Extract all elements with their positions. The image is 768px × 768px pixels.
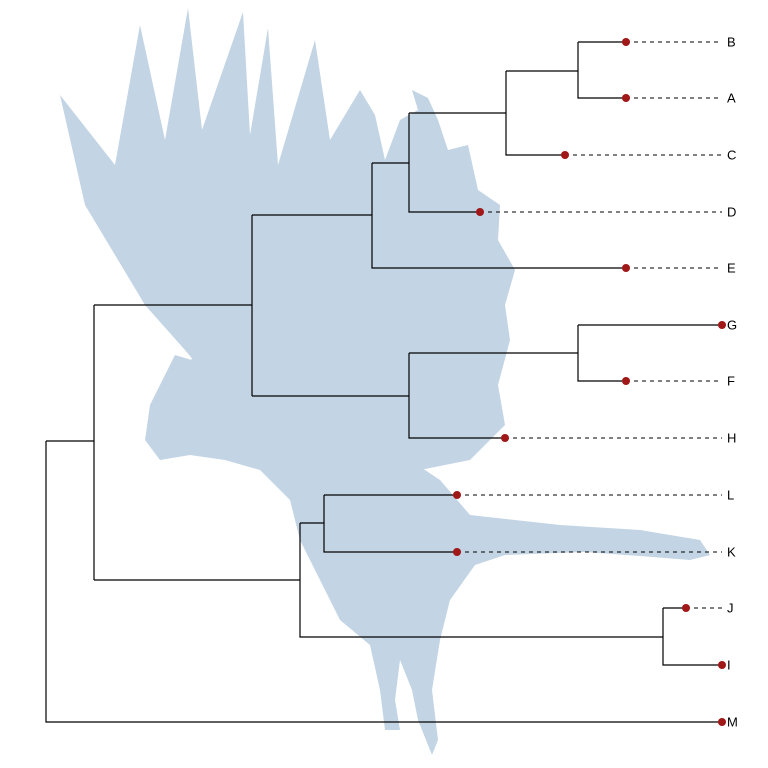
tip-point-h [501,434,509,442]
tree-branches [45,41,722,723]
tip-extensions [457,41,722,609]
tip-label-d: D [727,204,736,219]
tip-labels: B A C D E G F H L K J I M [727,34,738,729]
tip-label-b: B [727,34,736,49]
tip-label-f: F [727,373,735,388]
tip-point-b [622,38,630,46]
tip-points [453,38,726,726]
tip-point-j [682,604,690,612]
tip-point-c [561,151,569,159]
tip-label-g: G [727,317,737,332]
tip-label-k: K [727,544,736,559]
tip-point-m [718,718,726,726]
branch-root [45,441,722,723]
tip-point-f [622,377,630,385]
bird-silhouette [60,8,710,755]
tip-point-e [622,264,630,272]
tip-label-a: A [727,90,736,105]
tip-point-d [476,208,484,216]
tip-point-k [453,548,461,556]
tip-label-c: C [727,147,736,162]
tip-label-e: E [727,260,736,275]
tip-label-h: H [727,430,736,445]
tip-label-m: M [727,714,738,729]
tip-point-a [622,94,630,102]
tip-point-l [453,491,461,499]
tip-point-i [718,661,726,669]
tip-label-i: I [727,657,731,672]
tip-point-g [718,321,726,329]
tip-label-j: J [727,600,734,615]
tip-label-l: L [727,487,734,502]
